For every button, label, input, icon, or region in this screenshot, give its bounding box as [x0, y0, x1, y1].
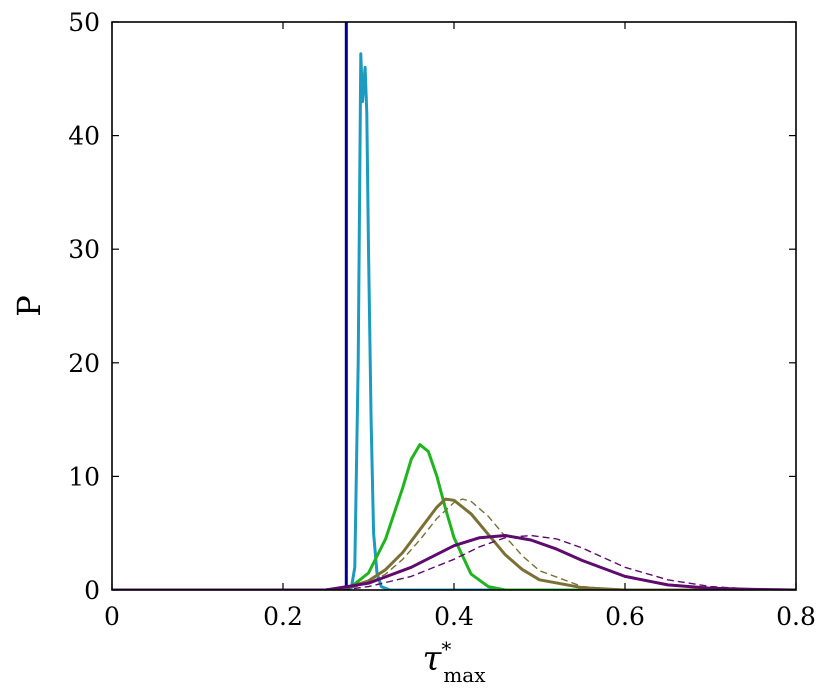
x-axis-label: τ* max	[423, 637, 487, 687]
series-line-4	[112, 497, 796, 590]
x-tick-label: 0.6	[605, 602, 645, 631]
series-line-1	[342, 52, 796, 590]
y-tick-label: 30	[68, 235, 100, 264]
plot-frame	[111, 21, 797, 591]
series-line-6	[112, 534, 796, 590]
x-axis-label-sub: max	[443, 663, 486, 687]
y-tick-label: 40	[68, 122, 100, 151]
ticks-layer: 0 0.2 0.4 0.6 0.8 0 10 20 30 40 50	[68, 8, 816, 631]
y-tick-label: 10	[68, 462, 100, 491]
series-line-5-dashed	[351, 498, 626, 590]
y-tick-label: 50	[68, 8, 100, 37]
y-tick-label: 20	[68, 349, 100, 378]
y-axis-label: P	[10, 295, 48, 317]
x-axis-label-base: τ	[423, 639, 443, 679]
x-tick-label: 0.4	[434, 602, 474, 631]
series-line-7-dashed	[342, 534, 796, 590]
x-axis-label-sup: *	[441, 637, 451, 661]
y-tick-label: 0	[84, 576, 100, 605]
x-tick-label: 0.2	[263, 602, 303, 631]
x-tick-label: 0	[104, 602, 120, 631]
series-line-3	[112, 443, 796, 590]
series-layer	[112, 22, 796, 590]
x-tick-label: 0.8	[776, 602, 816, 631]
series-line-2-dashed	[342, 66, 391, 590]
